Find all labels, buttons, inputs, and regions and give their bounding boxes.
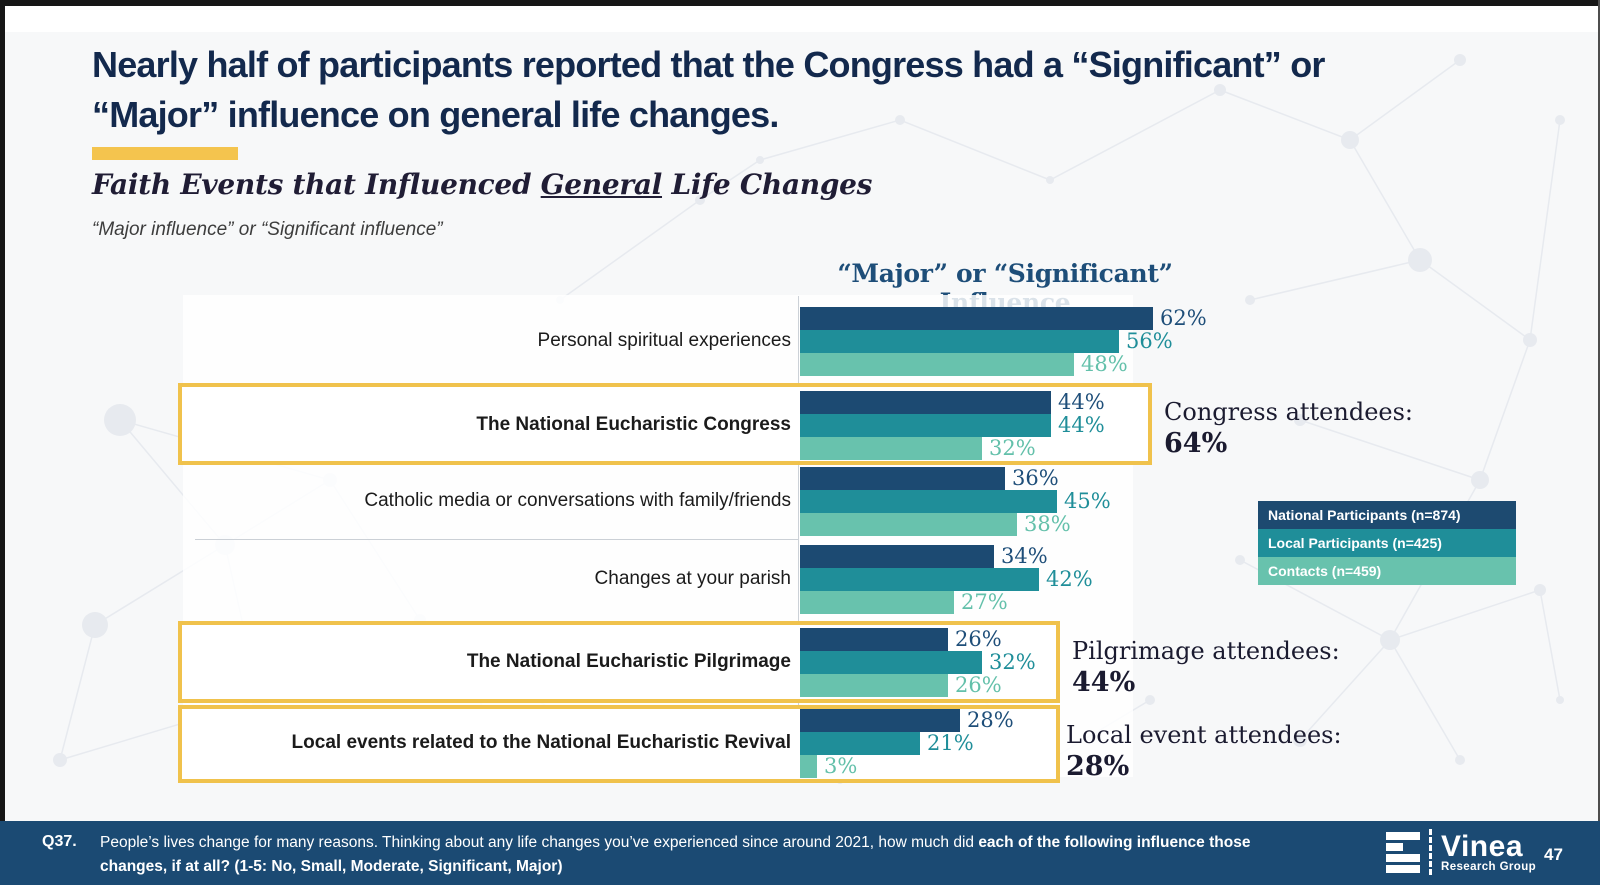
question-text-line2: changes, if at all? (1-5: No, Small, Mod… [100,858,563,875]
vinea-logo-subtitle: Research Group [1441,860,1537,873]
bar-value-label: 45% [1064,489,1111,513]
annotation-label: Congress attendees: [1164,398,1413,426]
bar-segment [800,437,982,460]
chart-title: “Major” or “Significant” Influence [837,259,1173,317]
question-text: People’s lives change for many reasons. … [100,831,1350,879]
bar-value-label: 36% [1012,466,1059,490]
bar-value-label: 27% [961,590,1008,614]
bar-value-label: 21% [927,731,974,755]
legend-item-contacts: Contacts (n=459) [1258,557,1516,585]
chart-legend: National Participants (n=874) Local Part… [1258,501,1516,585]
slide-title-line1: Nearly half of participants reported tha… [92,44,1325,85]
annotation-congress-attendees: Congress attendees: 64% [1164,398,1413,459]
bar-value-label: 34% [1001,544,1048,568]
bar-value-label: 38% [1024,512,1071,536]
bar-segment [800,330,1119,353]
bar-segment [800,651,982,674]
frame-top-edge [0,0,1600,6]
category-label: Changes at your parish [594,568,791,589]
category-label: Catholic media or conversations with fam… [364,490,791,511]
bar-segment [800,513,1017,536]
category-label: The National Eucharistic Congress [476,414,791,435]
bar-segment [800,391,1051,414]
subtitle-prefix: Faith Events that Influenced [92,168,541,201]
top-white-band [0,6,1600,32]
frame-left-edge [0,0,5,885]
subtitle-suffix: Life Changes [662,168,873,201]
footer-bar: Q37. People’s lives change for many reas… [0,821,1600,885]
bar-segment [800,307,1153,330]
bar-segment [800,467,1005,490]
bar-segment [800,674,948,697]
bar-segment [800,732,920,755]
vinea-logo-divider [1429,829,1432,875]
bar-segment [800,568,1039,591]
bar-value-label: 48% [1081,352,1128,376]
subtitle-underlined-word: General [540,168,663,201]
vinea-logo-name: Vinea [1441,829,1523,863]
bar-value-label: 26% [955,673,1002,697]
vinea-logo-icon [1386,831,1420,873]
page-number: 47 [1544,845,1563,864]
legend-item-local-participants: Local Participants (n=425) [1258,529,1516,557]
annotation-label: Pilgrimage attendees: [1072,637,1340,665]
slide-title: Nearly half of participants reported tha… [92,40,1552,140]
annotation-pilgrimage-attendees: Pilgrimage attendees: 44% [1072,637,1340,698]
bar-value-label: 32% [989,650,1036,674]
bar-segment [800,490,1057,513]
bar-value-label: 26% [955,627,1002,651]
bar-segment [800,628,948,651]
category-axis-line [798,296,799,776]
annotation-value: 44% [1072,667,1136,698]
question-number: Q37. [42,833,77,850]
category-label: The National Eucharistic Pilgrimage [466,651,791,672]
bar-value-label: 3% [824,754,858,778]
influence-qualifier-note: “Major influence” or “Significant influe… [92,219,443,240]
annotation-value: 64% [1164,428,1228,459]
bar-segment [800,414,1051,437]
bar-value-label: 44% [1058,413,1105,437]
bar-value-label: 56% [1126,329,1173,353]
vinea-logo: Vinea Research Group [1386,829,1536,875]
title-accent-bar [92,147,238,160]
annotation-value: 28% [1066,751,1130,782]
bar-value-label: 62% [1160,306,1207,330]
category-label: Local events related to the National Euc… [291,732,791,753]
bar-segment [800,709,960,732]
chart-subtitle: Faith Events that Influenced General Lif… [92,168,872,201]
frame-right-edge [1598,0,1600,885]
annotation-local-event-attendees: Local event attendees: 28% [1066,721,1342,782]
bar-segment [800,591,954,614]
question-text-normal: People’s lives change for many reasons. … [100,834,979,851]
category-label: Personal spiritual experiences [537,330,791,351]
annotation-label: Local event attendees: [1066,721,1342,749]
bar-segment [800,545,994,568]
bar-segment [800,353,1074,376]
bar-value-label: 44% [1058,390,1105,414]
bar-segment [800,755,817,778]
legend-item-national-participants: National Participants (n=874) [1258,501,1516,529]
row-separator-line [195,539,798,540]
bar-value-label: 32% [989,436,1036,460]
question-text-bold: each of the following influence those [978,834,1251,851]
bar-value-label: 28% [967,708,1014,732]
slide-title-line2: “Major” influence on general life change… [92,94,779,135]
bar-value-label: 42% [1046,567,1093,591]
